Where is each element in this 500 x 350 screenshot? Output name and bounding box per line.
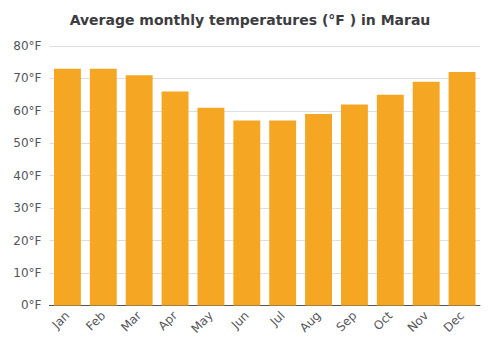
svg-text:Nov: Nov	[405, 309, 431, 335]
svg-text:20°F: 20°F	[13, 234, 41, 248]
svg-text:30°F: 30°F	[13, 201, 41, 215]
svg-text:80°F: 80°F	[13, 39, 41, 53]
svg-text:Jul: Jul	[267, 309, 288, 330]
svg-text:May: May	[188, 309, 215, 336]
svg-text:Aug: Aug	[297, 309, 323, 335]
svg-text:Feb: Feb	[83, 309, 108, 334]
svg-text:Mar: Mar	[118, 308, 144, 334]
svg-text:Dec: Dec	[441, 309, 467, 335]
svg-text:Average monthly temperatures (: Average monthly temperatures (°F ) in Ma…	[70, 12, 431, 28]
svg-text:60°F: 60°F	[13, 104, 41, 118]
svg-text:Jan: Jan	[49, 309, 73, 333]
svg-text:50°F: 50°F	[13, 136, 41, 150]
svg-text:Apr: Apr	[155, 308, 180, 333]
svg-text:Sep: Sep	[334, 309, 360, 335]
svg-text:Jun: Jun	[228, 309, 252, 333]
svg-text:70°F: 70°F	[13, 71, 41, 85]
svg-text:10°F: 10°F	[13, 266, 41, 280]
svg-text:0°F: 0°F	[21, 298, 42, 312]
svg-text:40°F: 40°F	[13, 169, 41, 183]
svg-text:Oct: Oct	[371, 308, 396, 333]
